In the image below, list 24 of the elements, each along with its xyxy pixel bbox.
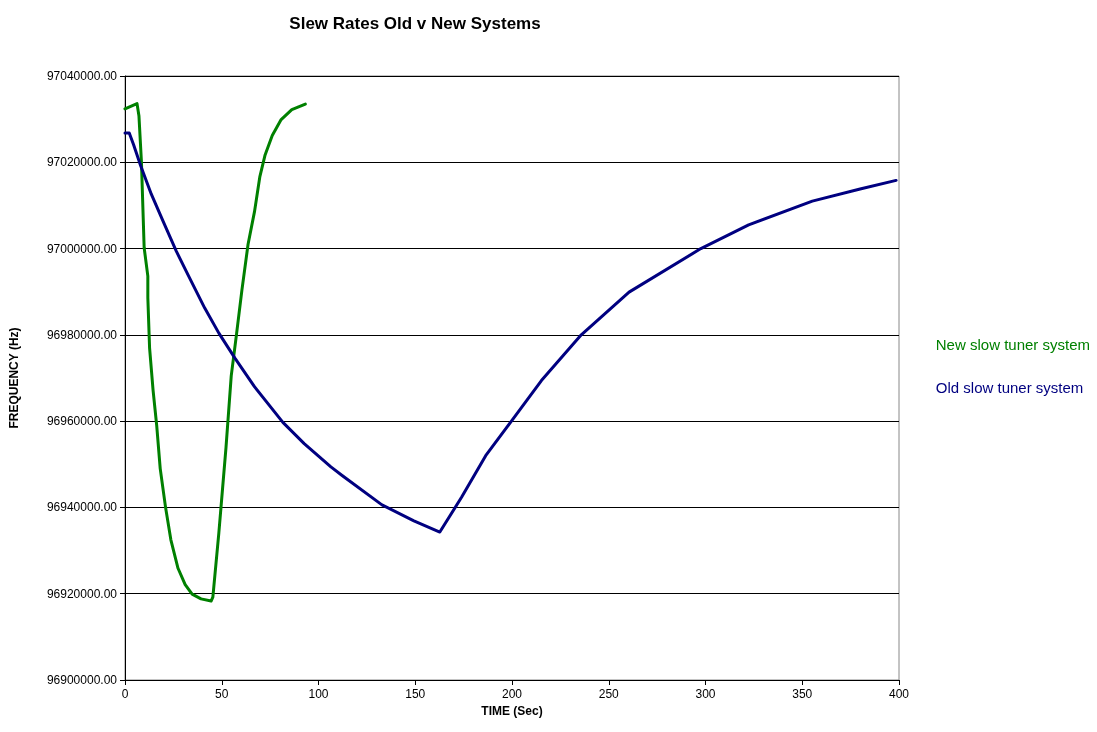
x-tick-label: 350 [792, 687, 813, 701]
x-tick-label: 200 [501, 687, 523, 701]
x-tick-label: 400 [888, 687, 910, 701]
x-tick-label: 150 [405, 687, 426, 701]
y-tick-label: 96900000.00 [46, 673, 118, 687]
x-tick-label: 300 [695, 687, 716, 701]
x-tick-label: 100 [308, 687, 329, 701]
x-axis-title: TIME (Sec) [481, 703, 543, 718]
text: Old slow tuner system [935, 379, 1084, 396]
y-tick-label: 96940000.00 [46, 500, 118, 515]
y-tick-label: 96960000.00 [46, 414, 118, 429]
y-tick-label: 96920000.00 [46, 586, 118, 601]
x-tick-label: 0 [121, 687, 129, 701]
y-tick-label: 96980000.00 [46, 327, 118, 342]
chart-title: Slew Rates Old v New Systems [289, 14, 541, 33]
text: New slow tuner system [935, 336, 1091, 353]
x-tick-label: 50 [215, 687, 229, 701]
line-series [123, 102, 307, 603]
x-tick-label: 250 [598, 687, 620, 701]
y-tick-label: 97000000.00 [46, 241, 118, 256]
y-tick-label: 97020000.00 [46, 155, 118, 170]
line-series [123, 131, 898, 534]
y-tick-label: 97040000.00 [46, 69, 118, 83]
y-axis-title: FREQUENCY (Hz) [7, 327, 21, 429]
